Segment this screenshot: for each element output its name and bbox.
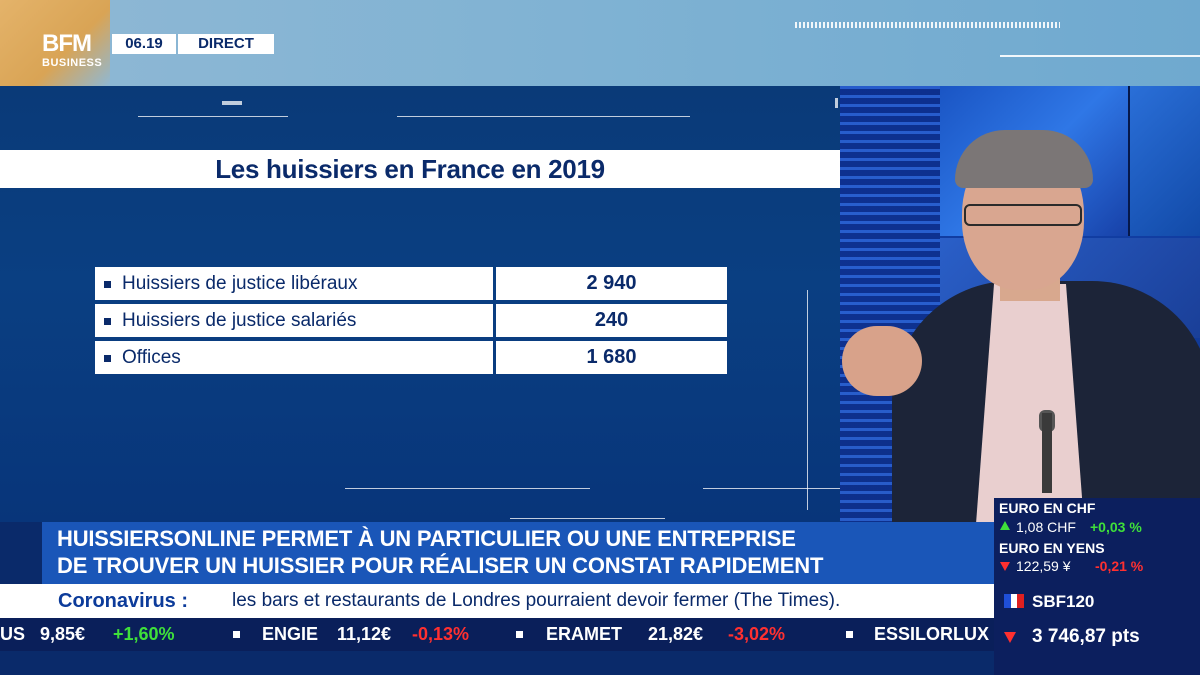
headline-line-2: DE TROUVER UN HUISSIER POUR RÉALISER UN … bbox=[57, 553, 824, 578]
background-screen bbox=[1130, 86, 1200, 236]
row-label: Huissiers de justice salariés bbox=[122, 310, 357, 331]
live-badge: DIRECT bbox=[178, 34, 274, 54]
eur-yen-value: 122,59 ¥ bbox=[1016, 558, 1071, 574]
decorative-line bbox=[138, 116, 288, 117]
ticker-change: -3,02% bbox=[728, 624, 786, 644]
headline-line-1: HUISSIERSONLINE PERMET À UN PARTICULIER … bbox=[57, 526, 796, 551]
guest-video bbox=[840, 86, 1200, 522]
decorative-line bbox=[222, 101, 242, 105]
ticker-separator bbox=[516, 631, 523, 638]
decorative-line bbox=[835, 98, 838, 108]
currency-box: EURO EN CHF 1,08 CHF +0,03 % EURO EN YEN… bbox=[994, 498, 1200, 584]
table-label-cell: Offices bbox=[95, 341, 493, 374]
ticker-change: -0,13% bbox=[412, 624, 470, 644]
huissiers-table: Huissiers de justice libéraux 2 940 Huis… bbox=[95, 267, 727, 378]
table-label-cell: Huissiers de justice salariés bbox=[95, 304, 493, 337]
index-name: SBF120 bbox=[1032, 592, 1095, 611]
ticker-name: US bbox=[0, 624, 26, 644]
guest-glasses bbox=[964, 204, 1082, 226]
eur-chf-label: EURO EN CHF bbox=[999, 500, 1096, 516]
row-value: 240 bbox=[594, 309, 629, 331]
ticker-name: ERAMET bbox=[546, 624, 622, 644]
arrow-down-icon bbox=[1004, 632, 1016, 643]
row-label: Offices bbox=[122, 347, 181, 368]
headline-banner: HUISSIERSONLINE PERMET À UN PARTICULIER … bbox=[42, 522, 994, 584]
decorative-dashes bbox=[795, 22, 1060, 28]
index-box: SBF120 3 746,87 pts bbox=[994, 584, 1200, 675]
decorative-line bbox=[510, 518, 665, 519]
row-label: Huissiers de justice libéraux bbox=[122, 273, 358, 294]
eur-chf-change: +0,03 % bbox=[1090, 519, 1142, 535]
table-row: Huissiers de justice salariés 240 bbox=[95, 304, 727, 337]
ticker-name: ENGIE bbox=[262, 624, 319, 644]
guest-hair bbox=[955, 130, 1093, 188]
news-keyword: Coronavirus : bbox=[58, 590, 189, 612]
decorative-line bbox=[1000, 55, 1200, 57]
table-row: Offices 1 680 bbox=[95, 341, 727, 374]
logo-bfm-text: BFM bbox=[42, 30, 92, 57]
stock-ticker: US 9,85€ +1,60% ENGIE 11,12€ -0,13% ERAM… bbox=[0, 618, 994, 651]
ticker-price: 9,85€ bbox=[40, 624, 86, 644]
table-row: Huissiers de justice libéraux 2 940 bbox=[95, 267, 727, 300]
news-text: les bars et restaurants de Londres pourr… bbox=[232, 590, 841, 611]
france-flag-icon bbox=[1004, 594, 1024, 608]
bullet-icon bbox=[104, 355, 111, 362]
arrow-up-icon bbox=[1000, 521, 1010, 530]
row-value: 1 680 bbox=[586, 346, 637, 368]
decorative-line bbox=[397, 116, 690, 117]
table-value-cell: 240 bbox=[496, 304, 727, 337]
index-value: 3 746,87 pts bbox=[1032, 626, 1140, 647]
decorative-line bbox=[807, 290, 808, 510]
ticker-price: 21,82€ bbox=[648, 624, 704, 644]
news-strip: Coronavirus : les bars et restaurants de… bbox=[0, 584, 994, 618]
eur-chf-value: 1,08 CHF bbox=[1016, 519, 1076, 535]
eur-yen-change: -0,21 % bbox=[1095, 558, 1144, 574]
logo-business-text: BUSINESS bbox=[42, 57, 103, 69]
ticker-price: 11,12€ bbox=[337, 624, 392, 644]
eur-yen-label: EURO EN YENS bbox=[999, 540, 1105, 556]
bullet-icon bbox=[104, 281, 111, 288]
decorative-line bbox=[345, 488, 590, 489]
arrow-down-icon bbox=[1000, 562, 1010, 571]
graphic-title: Les huissiers en France en 2019 bbox=[215, 154, 605, 184]
bullet-icon bbox=[104, 318, 111, 325]
microphone-stand bbox=[1042, 413, 1052, 493]
guest-shirt bbox=[976, 284, 1084, 522]
bfm-business-logo: BFM BUSINESS bbox=[0, 0, 110, 86]
ticker-separator bbox=[846, 631, 853, 638]
graphic-title-bar: Les huissiers en France en 2019 bbox=[0, 150, 840, 188]
table-value-cell: 2 940 bbox=[496, 267, 727, 300]
table-label-cell: Huissiers de justice libéraux bbox=[95, 267, 493, 300]
bottom-strip bbox=[0, 651, 994, 675]
decorative-line bbox=[703, 488, 840, 489]
guest-hand bbox=[842, 326, 922, 396]
ticker-name: ESSILORLUX bbox=[874, 624, 990, 644]
table-value-cell: 1 680 bbox=[496, 341, 727, 374]
ticker-change: +1,60% bbox=[113, 624, 175, 644]
row-value: 2 940 bbox=[586, 272, 637, 294]
ticker-separator bbox=[233, 631, 240, 638]
clock: 06.19 bbox=[112, 34, 176, 54]
